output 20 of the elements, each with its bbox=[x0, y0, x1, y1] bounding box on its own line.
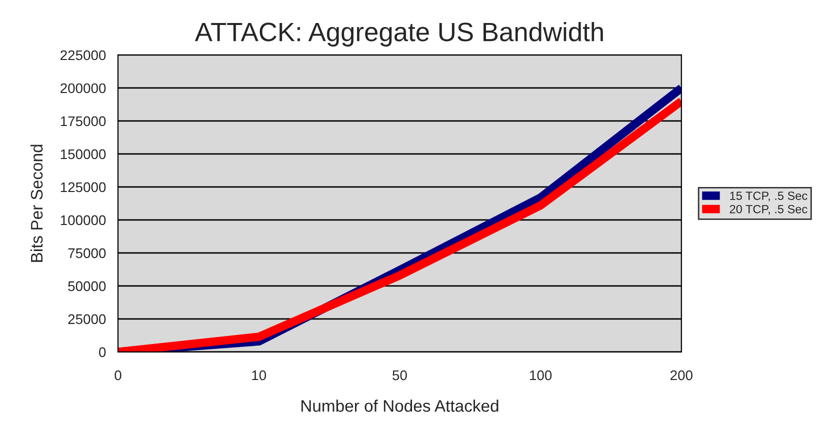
y-tick-label: 150000 bbox=[60, 149, 106, 160]
legend-label: 15 TCP, .5 Sec bbox=[730, 192, 808, 202]
y-tick-label: 0 bbox=[99, 347, 106, 358]
y-tick-label: 125000 bbox=[60, 182, 106, 192]
x-tick-label: 50 bbox=[392, 370, 407, 380]
legend-label: 20 TCP, .5 Sec bbox=[730, 204, 808, 215]
chart-title: ATTACK: Aggregate US Bandwidth bbox=[194, 22, 603, 47]
y-axis-title: Bits Per Second bbox=[30, 144, 43, 262]
y-tick-label: 225000 bbox=[60, 50, 106, 60]
x-tick-label: 100 bbox=[530, 370, 552, 380]
x-axis-title: Number of Nodes Attacked bbox=[301, 400, 498, 412]
x-tick-label: 0 bbox=[114, 370, 122, 380]
y-tick-label: 25000 bbox=[68, 314, 106, 324]
x-tick-label: 10 bbox=[252, 370, 266, 380]
y-tick-label: 100000 bbox=[60, 215, 106, 226]
y-tick-label: 200000 bbox=[60, 83, 106, 94]
y-tick-label: 75000 bbox=[68, 248, 106, 258]
y-tick-label: 50000 bbox=[68, 281, 106, 292]
y-tick-label: 175000 bbox=[60, 116, 106, 126]
x-tick-label: 200 bbox=[670, 370, 692, 380]
